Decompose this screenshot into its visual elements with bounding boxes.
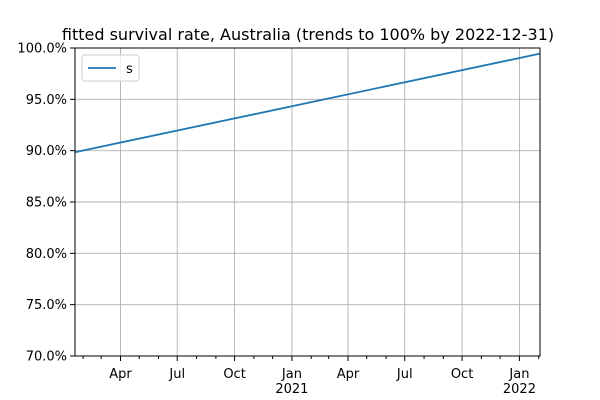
x-tick-label: Apr (109, 367, 132, 382)
x-tick-label: Jul (396, 367, 413, 382)
y-tick-label: 90.0% (26, 144, 67, 159)
x-tick-label: Jul (168, 367, 185, 382)
grid (75, 47, 540, 357)
y-axis: 70.0% 75.0% 80.0% 85.0% 90.0% 95.0% 100.0% (17, 42, 75, 365)
series-line-s (74, 52, 541, 154)
x-tick-label: Oct (451, 367, 473, 382)
y-tick-label: 95.0% (26, 93, 67, 108)
y-tick-label: 85.0% (26, 196, 67, 211)
legend: s (81, 54, 140, 82)
x-tick-label: Apr (337, 367, 360, 382)
legend-label-s: s (126, 62, 133, 77)
y-tick-label: 75.0% (26, 298, 67, 313)
y-tick-label: 70.0% (26, 350, 67, 365)
x-tick-label: Oct (223, 367, 245, 382)
x-tick-label: Jan (508, 367, 529, 382)
y-tick-label: 100.0% (17, 42, 67, 57)
x-tick-label: Jan (281, 367, 302, 382)
x-tick-year-label: 2021 (275, 382, 308, 397)
chart-title: fitted survival rate, Australia (trends … (62, 25, 554, 44)
plot-series (74, 52, 541, 154)
x-tick-year-label: 2022 (503, 382, 536, 397)
y-tick-label: 80.0% (26, 247, 67, 262)
